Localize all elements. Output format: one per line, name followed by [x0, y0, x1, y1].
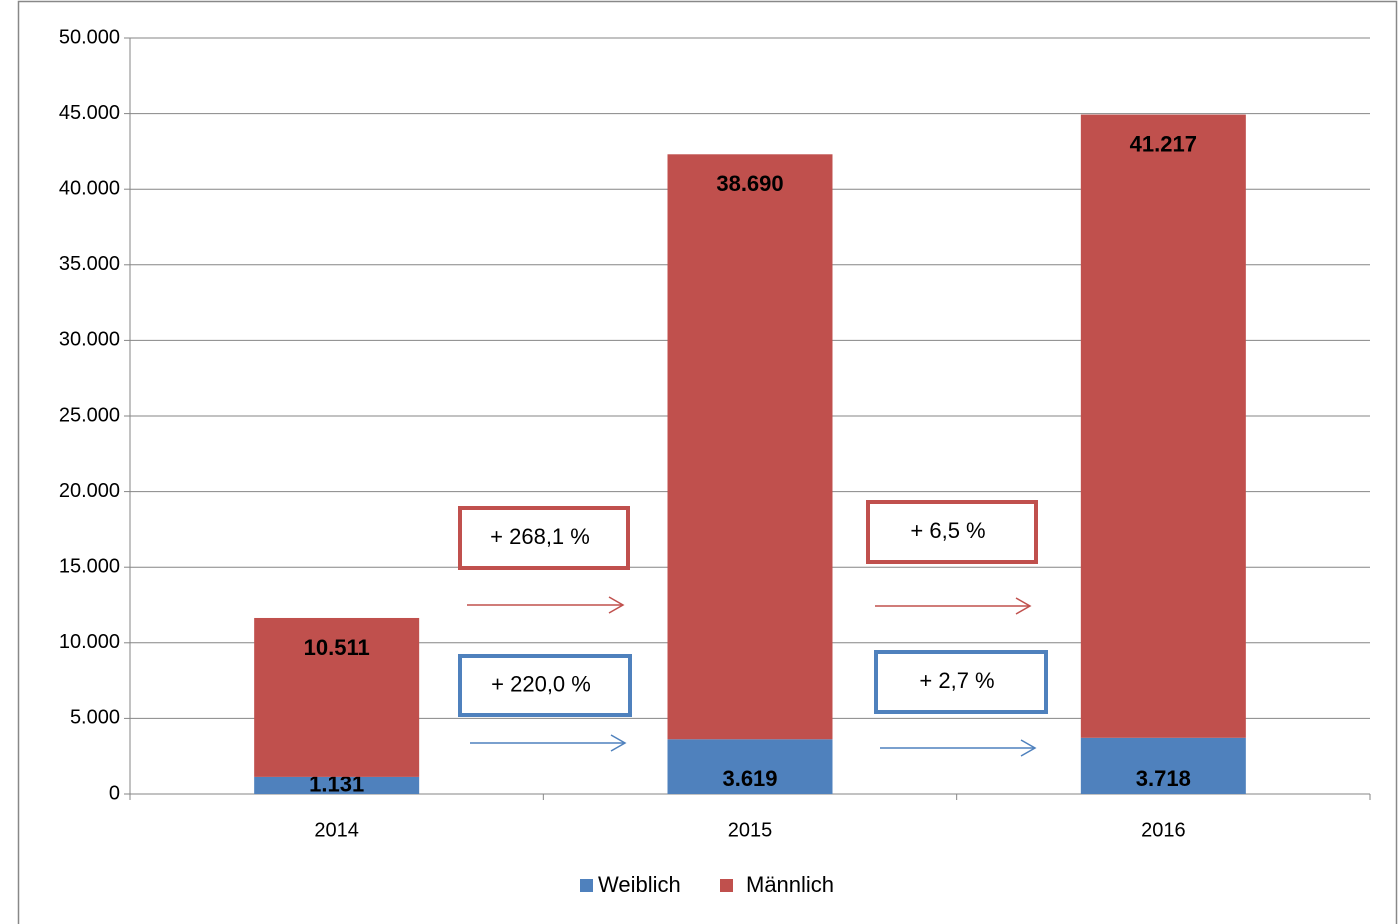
y-tick-label: 15.000 — [59, 555, 120, 577]
y-tick-label: 40.000 — [59, 177, 120, 199]
legend-swatch — [580, 879, 593, 892]
annotation-arrowhead — [1020, 739, 1037, 757]
bar-segment — [667, 739, 833, 794]
x-tick-label: 2014 — [314, 819, 359, 841]
value-label: 41.217 — [1130, 131, 1197, 156]
value-label: 38.690 — [716, 171, 783, 196]
annotation-text: + 268,1 % — [490, 524, 590, 549]
annotation-text: + 2,7 % — [919, 668, 994, 693]
y-tick-label: 50.000 — [59, 26, 120, 48]
y-tick-label: 35.000 — [59, 253, 120, 275]
value-label: 3.718 — [1136, 766, 1191, 791]
annotation-box — [866, 500, 1038, 564]
bar-segment — [667, 154, 833, 740]
legend-swatch — [720, 879, 733, 892]
y-tick-label: 20.000 — [59, 480, 120, 502]
y-tick-label: 45.000 — [59, 102, 120, 124]
bar-segment — [254, 776, 420, 794]
bar-segment — [1080, 114, 1246, 738]
y-tick-label: 25.000 — [59, 404, 120, 426]
y-tick-label: 30.000 — [59, 329, 120, 351]
x-tick-label: 2016 — [1141, 819, 1186, 841]
annotation-arrowhead — [610, 734, 627, 752]
y-tick-label: 5.000 — [70, 707, 120, 729]
value-label: 3.619 — [722, 766, 777, 791]
x-tick-label: 2015 — [728, 819, 773, 841]
bar-segment — [254, 617, 420, 777]
annotation-box — [458, 506, 630, 570]
chart-border — [17, 0, 1398, 924]
annotation-arrowhead — [608, 596, 625, 614]
legend-label: Weiblich — [598, 872, 681, 897]
annotation-box — [874, 650, 1048, 714]
y-tick-label: 10.000 — [59, 631, 120, 653]
bar-segment — [1080, 737, 1246, 794]
annotation-text: + 220,0 % — [491, 671, 591, 696]
annotation-arrowhead — [1015, 597, 1032, 615]
annotation-box — [458, 654, 632, 717]
annotation-text: + 6,5 % — [910, 518, 985, 543]
value-label: 10.511 — [304, 635, 370, 660]
y-tick-label: 0 — [109, 782, 120, 804]
legend-label: Männlich — [746, 872, 834, 897]
